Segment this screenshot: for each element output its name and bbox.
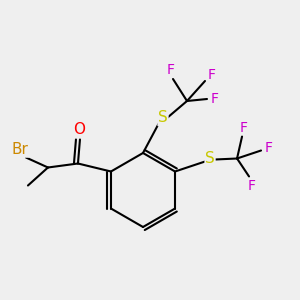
Text: S: S: [158, 110, 168, 125]
Text: F: F: [240, 121, 248, 134]
Text: O: O: [73, 122, 85, 137]
Text: F: F: [265, 142, 273, 155]
Text: Br: Br: [11, 142, 28, 157]
Text: F: F: [211, 92, 219, 106]
Text: S: S: [205, 151, 215, 166]
Text: F: F: [248, 178, 256, 193]
Text: F: F: [167, 63, 175, 77]
Text: F: F: [208, 68, 216, 82]
